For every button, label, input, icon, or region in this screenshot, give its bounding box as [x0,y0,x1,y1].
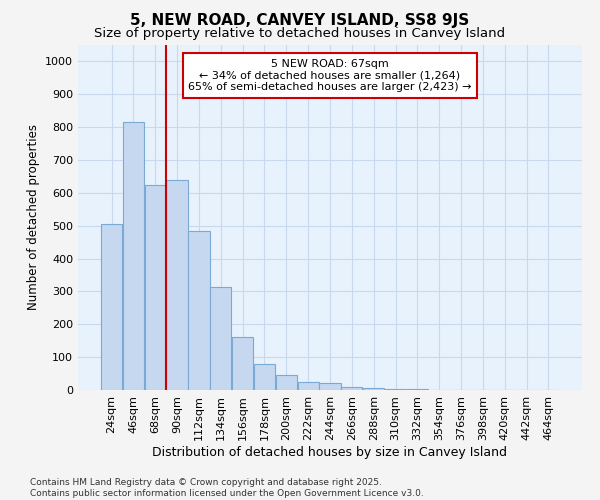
Bar [363,388,384,390]
Text: 5 NEW ROAD: 67sqm
← 34% of detached houses are smaller (1,264)
65% of semi-detac: 5 NEW ROAD: 67sqm ← 34% of detached hous… [188,59,472,92]
Y-axis label: Number of detached properties: Number of detached properties [26,124,40,310]
Text: Size of property relative to detached houses in Canvey Island: Size of property relative to detached ho… [94,28,506,40]
Text: Contains HM Land Registry data © Crown copyright and database right 2025.
Contai: Contains HM Land Registry data © Crown c… [30,478,424,498]
Text: 5, NEW ROAD, CANVEY ISLAND, SS8 9JS: 5, NEW ROAD, CANVEY ISLAND, SS8 9JS [130,12,470,28]
Bar [188,230,209,390]
Bar [298,382,319,390]
X-axis label: Distribution of detached houses by size in Canvey Island: Distribution of detached houses by size … [152,446,508,458]
Bar [166,180,188,390]
Bar [232,338,253,390]
Bar [145,184,166,390]
Bar [254,364,275,390]
Bar [101,224,122,390]
Bar [276,375,297,390]
Bar [319,384,341,390]
Bar [341,386,362,390]
Bar [210,286,232,390]
Bar [123,122,144,390]
Bar [385,389,406,390]
